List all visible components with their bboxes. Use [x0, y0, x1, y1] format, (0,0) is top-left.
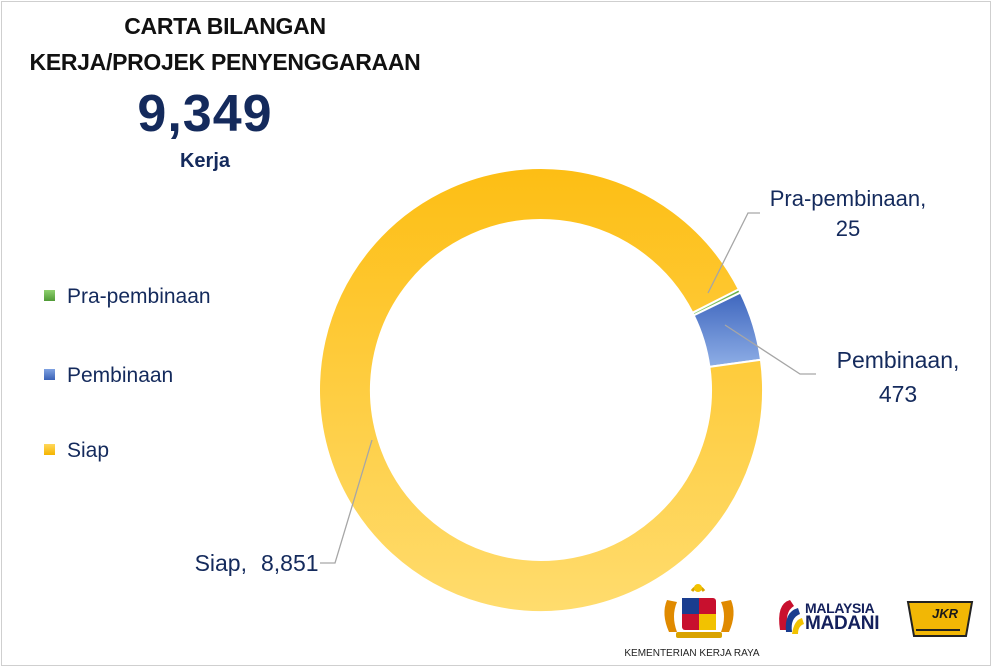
- total-count: 9,349: [137, 85, 273, 143]
- madani-line-2: MADANI: [805, 613, 880, 634]
- data-label-siap-name: Siap,: [195, 550, 247, 576]
- data-label-pembinaan-value: 473: [879, 381, 917, 407]
- madani-wordmark: MALAYSIA MADANI: [805, 600, 880, 634]
- chart-title: CARTA BILANGAN KERJA/PROJEK PENYENGGARAA…: [0, 8, 450, 80]
- donut-slices: [318, 167, 764, 613]
- donut-slice-siap: [318, 167, 764, 613]
- total-unit: Kerja: [179, 150, 231, 172]
- leader-line-pembinaan: [724, 324, 816, 375]
- legend-item-pembinaan: Pembinaan: [44, 364, 173, 388]
- legend-label-pembinaan: Pembinaan: [67, 364, 174, 387]
- legend-swatch-siap: [44, 443, 55, 455]
- malaysia-madani-logo: [779, 600, 804, 634]
- leader-line-siap: [320, 439, 373, 564]
- data-label-pra-value: 25: [836, 216, 860, 241]
- leader-line-pra-pembinaan: [707, 212, 760, 294]
- legend-label-pra-pembinaan: Pra-pembinaan: [67, 285, 211, 308]
- data-label-siap-value: 8,851: [261, 550, 319, 576]
- jkr-logo: [906, 601, 974, 637]
- legend-swatch-pembinaan: [44, 368, 55, 380]
- legend-item-pra-pembinaan: Pra-pembinaan: [44, 285, 211, 309]
- madani-line-1: MALAYSIA: [805, 600, 875, 616]
- title-line-1: CARTA BILANGAN: [124, 13, 326, 39]
- legend-label-siap: Siap: [67, 439, 110, 462]
- data-label-pra-name: Pra-pembinaan,: [770, 186, 927, 211]
- data-label-pembinaan-name: Pembinaan,: [837, 347, 960, 373]
- title-line-2: KERJA/PROJEK PENYENGGARAAN: [29, 49, 421, 75]
- jkr-wordmark: JKR: [931, 606, 958, 621]
- legend-swatch-pra-pembinaan: [44, 289, 55, 301]
- legend-item-siap: Siap: [44, 439, 109, 463]
- kkr-crest-logo: [664, 584, 734, 638]
- kkr-caption: KEMENTERIAN KERJA RAYA: [624, 648, 760, 659]
